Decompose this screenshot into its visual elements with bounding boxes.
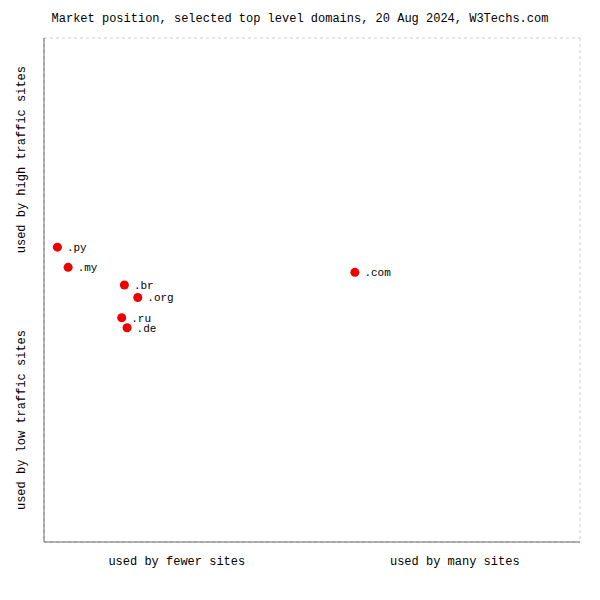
html-text:used by low traffic sites: used by low traffic sites	[15, 330, 29, 510]
svg-text:.ru: .ru	[131, 312, 151, 325]
html-text:used by many sites: used by many sites	[390, 555, 520, 569]
svg-text:.de: .de	[137, 323, 157, 335]
svg-text:.org: .org	[147, 292, 173, 304]
html-text:used by fewer sites: used by fewer sites	[108, 555, 246, 569]
svg-text:.my: .my	[78, 262, 98, 274]
html-text:Market position, selected top: Market position, selected top level doma…	[51, 12, 549, 26]
html-text:used by high traffic sites: used by high traffic sites	[15, 66, 29, 254]
svg-text:.py: .py	[67, 242, 87, 254]
svg-text:.br: .br	[134, 280, 154, 292]
svg-text:.com: .com	[364, 267, 391, 279]
